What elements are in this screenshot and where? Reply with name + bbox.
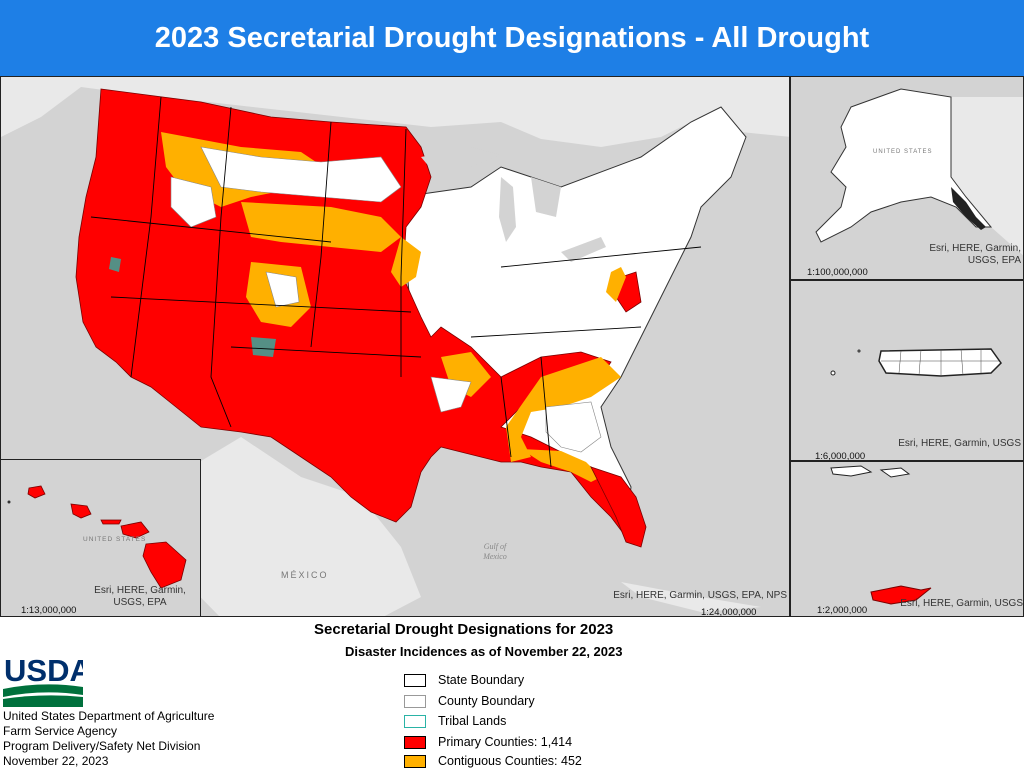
contiguous-plains [241,202,401,252]
alaska-scale: 1:100,000,000 [807,267,868,278]
legend-label: Contiguous Counties: 452 [438,754,582,768]
lake-huron [531,177,561,217]
state-boundaries [90,96,702,468]
pr-county-lines [881,348,999,376]
virgin-islands-scale: 1:2,000,000 [817,605,868,616]
tribal-patch-2 [109,257,121,272]
lake-michigan [499,177,516,242]
main-map-scale: 1:24,000,000 [701,607,757,617]
usda-logo-text: USDA [4,653,83,688]
oahu [70,503,92,519]
agency-date: November 22, 2023 [3,754,109,768]
molokai [100,519,122,525]
usda-logo-field [3,684,83,697]
state-boundary-swatch [404,673,426,687]
undesignated-wy [170,176,217,228]
undesignated-ar [430,376,472,413]
se-alaska [951,187,986,230]
lake-erie [561,237,606,262]
undesignated-co [265,271,300,308]
map-title: 2023 Secretarial Drought Designations - … [0,0,1024,76]
florida [590,466,647,548]
legend-contiguous-counties: Contiguous Counties: 452 [404,753,582,769]
hawaii-credit-line-2: USGS, EPA [113,597,167,608]
florida-cuba [621,582,761,612]
hawaii-credit: Esri, HERE, Garmin, USGS, EPA [89,585,191,609]
puerto-rico-scale: 1:6,000,000 [815,451,866,461]
st-croix [870,585,932,605]
puerto-rico-map [830,348,1002,377]
alaska-credit-line-2: USGS, EPA [967,255,1021,266]
legend-label: Primary Counties: 1,414 [438,735,573,749]
legend-label: Tribal Lands [438,714,507,728]
alaska-shape [815,88,993,243]
hawaii-us-label: UNITED STATES [83,536,147,543]
main-map-credit: Esri, HERE, Garmin, USGS, EPA, NPS [613,590,787,601]
virgin-islands-credit: Esri, HERE, Garmin, USGS [900,598,1023,609]
gulf-label: Gulf of Mexico [483,542,507,561]
contiguous-midwest [391,237,421,287]
alaska-inset[interactable]: UNITED STATES Esri, HERE, Garmin, USGS, … [790,76,1024,280]
agency-division: Program Delivery/Safety Net Division [3,739,201,753]
tribal-patch [251,337,276,357]
puerto-rico-inset[interactable]: Esri, HERE, Garmin, USGS 1:6,000,000 [790,280,1024,461]
legend-tribal-lands: Tribal Lands [404,713,506,729]
virgin-islands-inset[interactable]: Esri, HERE, Garmin, USGS 1:2,000,000 [790,461,1024,617]
kauai [27,485,46,499]
contiguous-gulf [521,449,601,482]
hawaii-inset[interactable]: UNITED STATES Esri, HERE, Garmin, USGS, … [0,459,201,617]
county-boundary-swatch [404,694,426,708]
legend-area: Secretarial Drought Designations for 202… [0,617,1024,769]
legend-county-boundary: County Boundary [404,693,535,709]
alaska-us-label: UNITED STATES [873,149,933,155]
legend-title: Secretarial Drought Designations for 202… [314,621,614,638]
alaska-map [815,88,1023,256]
legend-label: State Boundary [438,673,525,687]
legend-primary-counties: Primary Counties: 1,414 [404,734,572,750]
alaska-credit: Esri, HERE, Garmin, USGS, EPA [911,243,1021,267]
st-thomas [830,465,873,477]
hawaii-scale: 1:13,000,000 [21,605,77,616]
legend-subtitle: Disaster Incidences as of November 22, 2… [345,644,623,659]
virgin-islands-map [830,465,932,605]
tribal-lands-swatch [404,714,426,728]
puerto-rico-shape [878,348,1002,377]
maui [120,521,150,539]
usda-logo-field-2 [3,695,83,707]
st-john [879,467,911,478]
agency-name: Farm Service Agency [3,724,118,738]
mexico-label: MÉXICO [281,570,329,580]
puerto-rico-credit: Esri, HERE, Garmin, USGS [898,438,1021,449]
contiguous-southeast [506,357,621,462]
contiguous-pa [606,267,626,302]
conus-map [1,77,789,616]
primary-counties-swatch [404,735,426,749]
undesignated-ga [545,401,602,453]
agency-department: United States Department of Agriculture [3,709,215,723]
big-island [142,541,187,589]
usda-logo: USDA [3,653,83,707]
lake-superior [421,147,501,169]
hawaii-map [7,485,187,589]
legend-label: County Boundary [438,694,535,708]
canada-land [1,77,789,147]
hawaii-credit-line-1: Esri, HERE, Garmin, [94,585,186,596]
legend-state-boundary: State Boundary [404,672,524,688]
undesignated-north [200,146,402,203]
mexico-land [141,437,421,616]
main-map-panel[interactable]: MÉXICO Gulf of Mexico Esri, HERE, Garmin… [0,76,790,617]
alaska-credit-line-1: Esri, HERE, Garmin, [929,243,1021,254]
canada-ak [946,97,1023,256]
contiguous-counties-swatch [404,754,426,768]
